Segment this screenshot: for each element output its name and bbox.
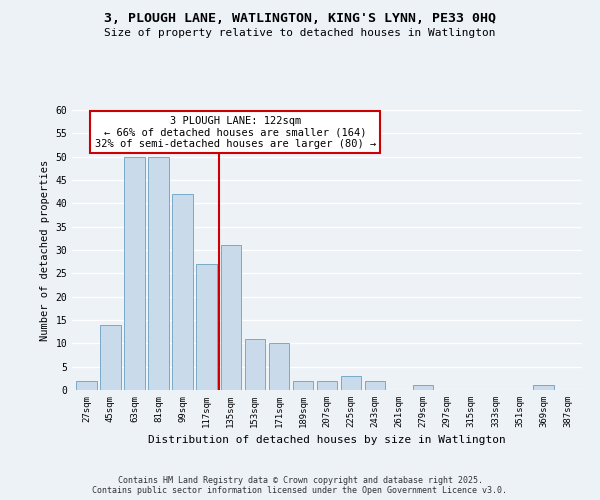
Bar (365, 380, 385, 390)
Y-axis label: Number of detached properties: Number of detached properties (40, 160, 50, 340)
Text: 3 PLOUGH LANE: 122sqm
← 66% of detached houses are smaller (164)
32% of semi-det: 3 PLOUGH LANE: 122sqm ← 66% of detached … (95, 116, 376, 149)
Bar (124, 156, 145, 390)
Bar (317, 380, 337, 390)
X-axis label: Distribution of detached houses by size in Watlington: Distribution of detached houses by size … (148, 436, 506, 446)
Bar (245, 338, 265, 390)
Bar (148, 156, 169, 390)
Bar (341, 376, 361, 390)
Bar (533, 386, 554, 390)
Bar (269, 344, 289, 390)
Bar (413, 386, 433, 390)
Bar (221, 246, 241, 390)
Bar (100, 324, 121, 390)
Text: Contains HM Land Registry data © Crown copyright and database right 2025.
Contai: Contains HM Land Registry data © Crown c… (92, 476, 508, 495)
Bar (76, 380, 97, 390)
Text: 3, PLOUGH LANE, WATLINGTON, KING'S LYNN, PE33 0HQ: 3, PLOUGH LANE, WATLINGTON, KING'S LYNN,… (104, 12, 496, 26)
Text: Size of property relative to detached houses in Watlington: Size of property relative to detached ho… (104, 28, 496, 38)
Bar (293, 380, 313, 390)
Bar (172, 194, 193, 390)
Bar (196, 264, 217, 390)
